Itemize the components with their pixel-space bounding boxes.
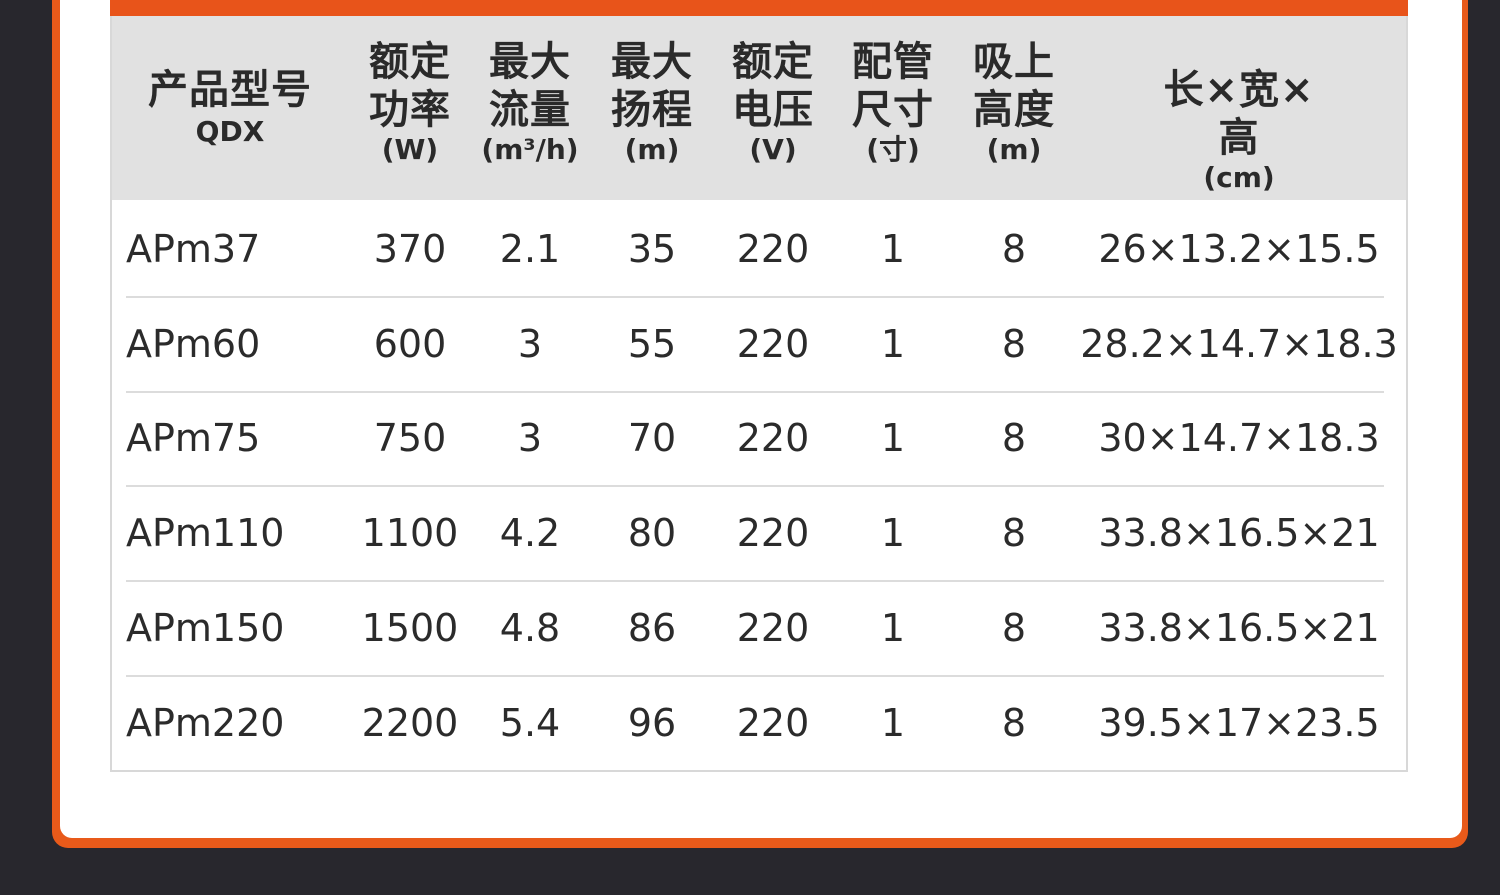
model-cell: APm110 bbox=[126, 511, 285, 556]
value-cell: 3 bbox=[517, 416, 543, 461]
value-cell: 4.2 bbox=[499, 511, 561, 556]
column-unit: (m) bbox=[624, 133, 680, 166]
value-cell: 3 bbox=[517, 321, 543, 366]
column-title: 吸上 高度 bbox=[973, 39, 1055, 133]
table-header: 产品型号 QDX 额定 功率 (W) 最大 流量 (m³/h) 最大 扬程 (m) 额定 电压(… bbox=[112, 16, 1406, 200]
model-cell: APm220 bbox=[126, 700, 285, 745]
column-title: 额定 功率 bbox=[369, 39, 451, 133]
column-unit: (W) bbox=[381, 133, 439, 166]
value-cell: 2200 bbox=[361, 700, 459, 745]
value-cell: 370 bbox=[373, 227, 447, 271]
value-cell: 55 bbox=[627, 321, 677, 366]
column-title: 长×宽×高 bbox=[1163, 67, 1315, 161]
value-cell: 8 bbox=[1001, 321, 1027, 366]
value-cell: 1500 bbox=[361, 605, 459, 650]
column-title: 最大 流量 bbox=[488, 39, 571, 133]
value-cell: 4.8 bbox=[499, 605, 561, 650]
value-cell: 220 bbox=[736, 227, 810, 271]
value-cell: 220 bbox=[736, 416, 810, 461]
value-cell: 1 bbox=[880, 227, 906, 271]
column-header: 额定 功率 (W) bbox=[369, 16, 451, 222]
table-row: APm60 600 3 55 220 1 8 28.2×14.7×18.3 bbox=[126, 297, 1398, 393]
value-cell: 220 bbox=[736, 700, 810, 745]
column-title: 配管 尺寸 bbox=[852, 39, 934, 133]
table-row: APm220 2200 5.4 96 220 1 8 39.5×17×23.5 bbox=[126, 676, 1384, 770]
value-cell: 750 bbox=[373, 416, 447, 461]
column-header: 额定 电压 (V) bbox=[732, 16, 814, 222]
value-cell: 80 bbox=[627, 511, 677, 556]
column-unit: (V) bbox=[749, 133, 797, 166]
value-cell: 33.8×16.5×21 bbox=[1098, 511, 1380, 556]
value-cell: 8 bbox=[1001, 700, 1027, 745]
value-cell: 2.1 bbox=[499, 227, 561, 271]
column-unit: (cm) bbox=[1203, 161, 1275, 194]
value-cell: 1100 bbox=[361, 511, 459, 556]
column-header: 最大 流量 (m³/h) bbox=[481, 16, 578, 222]
value-cell: 8 bbox=[1001, 227, 1027, 271]
column-header: 吸上 高度 (m) bbox=[973, 16, 1055, 222]
model-cell: APm37 bbox=[126, 227, 261, 271]
value-cell: 5.4 bbox=[499, 700, 561, 745]
accent-bar bbox=[110, 0, 1408, 16]
column-unit: (寸) bbox=[866, 133, 920, 166]
column-unit: (m³/h) bbox=[481, 133, 579, 166]
value-cell: 28.2×14.7×18.3 bbox=[1080, 321, 1398, 366]
value-cell: 8 bbox=[1001, 511, 1027, 556]
table-row: APm110 1100 4.2 80 220 1 8 33.8×16.5×21 bbox=[126, 486, 1384, 583]
model-cell: APm150 bbox=[126, 605, 285, 650]
column-header: 最大 扬程 (m) bbox=[611, 16, 693, 222]
value-cell: 1 bbox=[880, 700, 906, 745]
column-header: 产品型号 QDX bbox=[148, 16, 312, 250]
value-cell: 86 bbox=[627, 605, 677, 650]
column-header: 长×宽×高 (cm) bbox=[1156, 16, 1323, 250]
column-title: 产品型号 bbox=[148, 67, 312, 113]
column-title: 额定 电压 bbox=[732, 39, 814, 133]
model-cell: APm60 bbox=[126, 321, 261, 366]
table-row: APm75 750 3 70 220 1 8 30×14.7×18.3 bbox=[126, 391, 1384, 488]
value-cell: 35 bbox=[627, 227, 677, 271]
value-cell: 1 bbox=[880, 605, 906, 650]
value-cell: 1 bbox=[880, 321, 906, 366]
value-cell: 26×13.2×15.5 bbox=[1098, 227, 1380, 271]
value-cell: 30×14.7×18.3 bbox=[1098, 416, 1380, 461]
value-cell: 220 bbox=[736, 605, 810, 650]
value-cell: 70 bbox=[627, 416, 677, 461]
column-unit: QDX bbox=[195, 115, 265, 148]
value-cell: 8 bbox=[1001, 416, 1027, 461]
column-title: 最大 扬程 bbox=[611, 39, 693, 133]
value-cell: 33.8×16.5×21 bbox=[1098, 605, 1380, 650]
value-cell: 1 bbox=[880, 416, 906, 461]
value-cell: 600 bbox=[373, 321, 447, 366]
column-header: 配管 尺寸 (寸) bbox=[852, 16, 934, 222]
value-cell: 220 bbox=[736, 511, 810, 556]
value-cell: 96 bbox=[627, 700, 677, 745]
value-cell: 1 bbox=[880, 511, 906, 556]
value-cell: 8 bbox=[1001, 605, 1027, 650]
value-cell: 39.5×17×23.5 bbox=[1098, 700, 1380, 745]
table-row: APm37 370 2.1 35 220 1 8 26×13.2×15.5 bbox=[126, 202, 1384, 298]
spec-table: 产品型号 QDX 额定 功率 (W) 最大 流量 (m³/h) 最大 扬程 (m) 额定 电压(… bbox=[110, 16, 1408, 772]
value-cell: 220 bbox=[736, 321, 810, 366]
column-unit: (m) bbox=[986, 133, 1042, 166]
model-cell: APm75 bbox=[126, 416, 261, 461]
table-row: APm150 1500 4.8 86 220 1 8 33.8×16.5×21 bbox=[126, 581, 1384, 677]
